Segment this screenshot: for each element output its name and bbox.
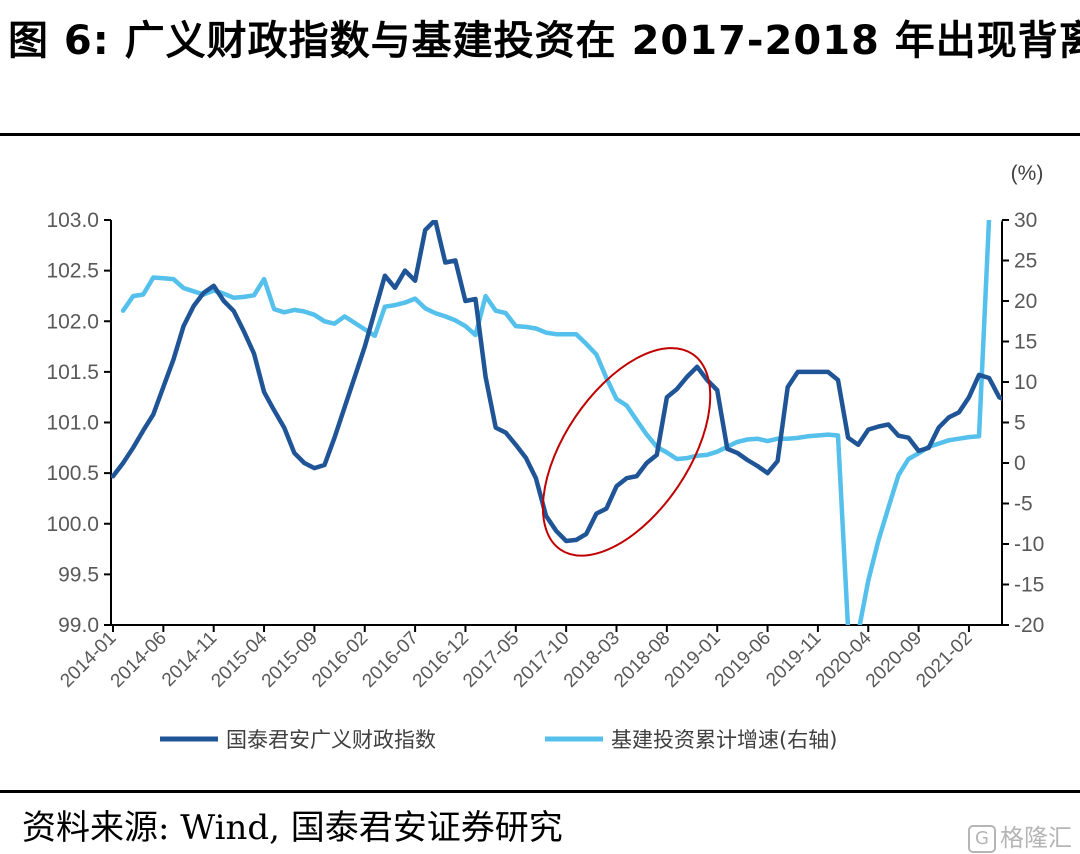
left-tick-label: 103.0 — [46, 209, 99, 232]
top-rule — [0, 133, 1080, 136]
legend-label-infrastructure-growth: 基建投资累计增速(右轴) — [611, 728, 837, 752]
legend: 国泰君安广义财政指数 基建投资累计增速(右轴) — [160, 728, 837, 752]
left-tick-label: 100.5 — [46, 462, 99, 485]
left-tick-label: 99.0 — [58, 614, 99, 637]
watermark: G 格隆汇 — [968, 818, 1072, 853]
series-line-infrastructure-growth — [120, 220, 1002, 625]
series-line-fiscal-index — [111, 220, 1002, 544]
legend-label-fiscal-index: 国泰君安广义财政指数 — [226, 728, 436, 752]
right-tick-label: -15 — [1014, 574, 1044, 597]
right-tick-label: 0 — [1014, 452, 1026, 475]
left-tick-label: 101.5 — [46, 361, 99, 384]
figure-title: 图 6: 广义财政指数与基建投资在 2017-2018 年出现背离 — [8, 18, 1080, 64]
divergence-ellipse — [541, 347, 712, 557]
right-tick-label: -5 — [1014, 493, 1033, 516]
line-chart: 103.0 102.5 102.0 101.5 101.0 100.5 100.0 99.5 9… — [46, 162, 1044, 752]
left-tick-label: 99.5 — [58, 563, 99, 586]
source-note: 资料来源: Wind, 国泰君安证券研究 — [22, 808, 563, 848]
right-tick-label: 5 — [1014, 412, 1026, 435]
chart-axes: 103.0 102.5 102.0 101.5 101.0 100.5 100.0 99.5 9… — [46, 162, 1044, 692]
right-axis-unit: (%) — [1011, 162, 1044, 185]
right-tick-label: -20 — [1014, 614, 1044, 637]
annotation-layer — [541, 347, 712, 557]
x-tick-label: 2014-06 — [107, 628, 171, 692]
watermark-logo-icon: G — [968, 825, 996, 853]
x-tick-label: 2019-06 — [711, 628, 775, 692]
right-tick-label: -10 — [1014, 533, 1044, 556]
left-tick-label: 101.0 — [46, 412, 99, 435]
series-layer — [111, 220, 1002, 625]
left-tick-label: 102.5 — [46, 260, 99, 283]
left-tick-label: 102.0 — [46, 310, 99, 333]
watermark-text: 格隆汇 — [1000, 824, 1072, 852]
right-tick-label: 10 — [1014, 371, 1037, 394]
bottom-rule — [0, 790, 1080, 793]
left-tick-label: 100.0 — [46, 513, 99, 536]
x-tick-label: 2021-02 — [912, 628, 976, 692]
right-tick-label: 15 — [1014, 331, 1037, 354]
right-tick-label: 25 — [1014, 250, 1037, 273]
right-tick-label: 30 — [1014, 209, 1037, 232]
right-tick-label: 20 — [1014, 290, 1037, 313]
